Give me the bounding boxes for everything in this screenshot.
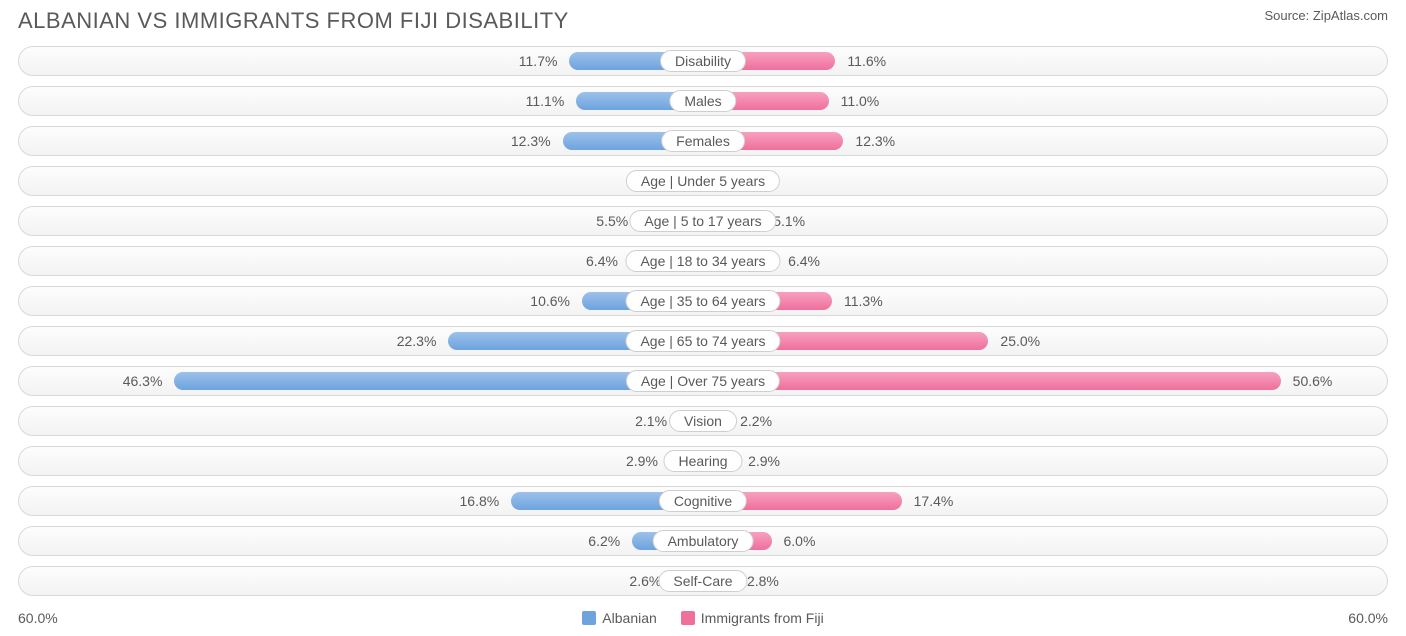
category-pill: Age | Over 75 years bbox=[626, 370, 780, 392]
row-half-right: 5.1% bbox=[703, 206, 1388, 236]
row-half-left: 2.1% bbox=[18, 406, 703, 436]
chart-container: ALBANIAN VS IMMIGRANTS FROM FIJI DISABIL… bbox=[0, 0, 1406, 636]
chart-row: 10.6% 11.3% Age | 35 to 64 years bbox=[18, 286, 1388, 316]
bar-right: 50.6% bbox=[703, 372, 1281, 390]
row-half-right: 17.4% bbox=[703, 486, 1388, 516]
category-pill: Males bbox=[669, 90, 736, 112]
category-pill: Self-Care bbox=[658, 570, 747, 592]
row-half-left: 12.3% bbox=[18, 126, 703, 156]
value-label-left: 12.3% bbox=[511, 133, 563, 149]
category-pill: Vision bbox=[669, 410, 737, 432]
row-half-left: 10.6% bbox=[18, 286, 703, 316]
axis-max-left: 60.0% bbox=[18, 610, 58, 626]
value-label-left: 6.2% bbox=[588, 533, 632, 549]
header: ALBANIAN VS IMMIGRANTS FROM FIJI DISABIL… bbox=[0, 0, 1406, 46]
value-label-left: 11.1% bbox=[526, 93, 577, 109]
category-pill: Disability bbox=[660, 50, 746, 72]
row-half-left: 11.1% bbox=[18, 86, 703, 116]
category-pill: Age | 35 to 64 years bbox=[625, 290, 780, 312]
category-pill: Age | 5 to 17 years bbox=[629, 210, 776, 232]
value-label-right: 25.0% bbox=[988, 333, 1040, 349]
row-half-right: 2.8% bbox=[703, 566, 1388, 596]
row-half-left: 2.6% bbox=[18, 566, 703, 596]
row-half-right: 25.0% bbox=[703, 326, 1388, 356]
row-half-right: 50.6% bbox=[703, 366, 1388, 396]
value-label-left: 46.3% bbox=[123, 373, 175, 389]
legend-swatch-left bbox=[582, 611, 596, 625]
legend-item-left: Albanian bbox=[582, 610, 657, 626]
row-half-left: 6.2% bbox=[18, 526, 703, 556]
row-half-left: 5.5% bbox=[18, 206, 703, 236]
chart-row: 2.1%2.2%Vision bbox=[18, 406, 1388, 436]
row-half-left: 22.3% bbox=[18, 326, 703, 356]
chart-row: 6.4% 6.4%Age | 18 to 34 years bbox=[18, 246, 1388, 276]
chart-row: 6.2% 6.0% Ambulatory bbox=[18, 526, 1388, 556]
legend: Albanian Immigrants from Fiji bbox=[58, 610, 1349, 626]
plot-area: 11.7% 11.6% Disability 11.1% 11.0% Males 12.3%… bbox=[0, 46, 1406, 596]
row-half-left: 46.3% bbox=[18, 366, 703, 396]
value-label-left: 6.4% bbox=[586, 253, 630, 269]
category-pill: Cognitive bbox=[659, 490, 747, 512]
row-half-right: 0.92% bbox=[703, 166, 1388, 196]
row-half-right: 2.9% bbox=[703, 446, 1388, 476]
chart-title: ALBANIAN VS IMMIGRANTS FROM FIJI DISABIL… bbox=[18, 8, 569, 34]
legend-swatch-right bbox=[681, 611, 695, 625]
value-label-left: 10.6% bbox=[530, 293, 582, 309]
chart-row: 11.7% 11.6% Disability bbox=[18, 46, 1388, 76]
legend-label-right: Immigrants from Fiji bbox=[701, 610, 824, 626]
row-half-right: 11.0% bbox=[703, 86, 1388, 116]
chart-row: 46.3%50.6%Age | Over 75 years bbox=[18, 366, 1388, 396]
chart-source: Source: ZipAtlas.com bbox=[1264, 8, 1388, 23]
chart-row: 1.1%0.92%Age | Under 5 years bbox=[18, 166, 1388, 196]
value-label-right: 11.3% bbox=[832, 293, 883, 309]
value-label-left: 16.8% bbox=[460, 493, 512, 509]
legend-item-right: Immigrants from Fiji bbox=[681, 610, 824, 626]
value-label-right: 11.0% bbox=[829, 93, 880, 109]
value-label-right: 12.3% bbox=[843, 133, 895, 149]
chart-row: 2.9% 2.9%Hearing bbox=[18, 446, 1388, 476]
value-label-right: 2.9% bbox=[736, 453, 780, 469]
row-half-right: 2.2% bbox=[703, 406, 1388, 436]
row-half-left: 1.1% bbox=[18, 166, 703, 196]
row-half-right: 11.6% bbox=[703, 46, 1388, 76]
chart-row: 5.5%5.1%Age | 5 to 17 years bbox=[18, 206, 1388, 236]
legend-label-left: Albanian bbox=[602, 610, 657, 626]
category-pill: Ambulatory bbox=[653, 530, 754, 552]
axis-max-right: 60.0% bbox=[1348, 610, 1388, 626]
chart-row: 16.8% 17.4% Cognitive bbox=[18, 486, 1388, 516]
category-pill: Age | 65 to 74 years bbox=[625, 330, 780, 352]
chart-footer: 60.0% Albanian Immigrants from Fiji 60.0… bbox=[0, 606, 1406, 636]
bar-left: 46.3% bbox=[174, 372, 703, 390]
row-half-right: 11.3% bbox=[703, 286, 1388, 316]
chart-row: 11.1% 11.0% Males bbox=[18, 86, 1388, 116]
row-half-right: 12.3% bbox=[703, 126, 1388, 156]
category-pill: Age | 18 to 34 years bbox=[625, 250, 780, 272]
chart-row: 12.3% 12.3% Females bbox=[18, 126, 1388, 156]
row-half-right: 6.0% bbox=[703, 526, 1388, 556]
row-half-left: 2.9% bbox=[18, 446, 703, 476]
row-half-right: 6.4% bbox=[703, 246, 1388, 276]
value-label-left: 22.3% bbox=[397, 333, 449, 349]
value-label-right: 50.6% bbox=[1281, 373, 1333, 389]
row-half-left: 6.4% bbox=[18, 246, 703, 276]
value-label-right: 11.6% bbox=[835, 53, 886, 69]
chart-row: 2.6%2.8%Self-Care bbox=[18, 566, 1388, 596]
row-half-left: 11.7% bbox=[18, 46, 703, 76]
chart-row: 22.3% 25.0% Age | 65 to 74 years bbox=[18, 326, 1388, 356]
value-label-right: 6.4% bbox=[776, 253, 820, 269]
category-pill: Females bbox=[661, 130, 745, 152]
value-label-right: 17.4% bbox=[902, 493, 954, 509]
category-pill: Age | Under 5 years bbox=[626, 170, 780, 192]
value-label-right: 6.0% bbox=[772, 533, 816, 549]
value-label-left: 11.7% bbox=[519, 53, 570, 69]
category-pill: Hearing bbox=[663, 450, 742, 472]
row-half-left: 16.8% bbox=[18, 486, 703, 516]
